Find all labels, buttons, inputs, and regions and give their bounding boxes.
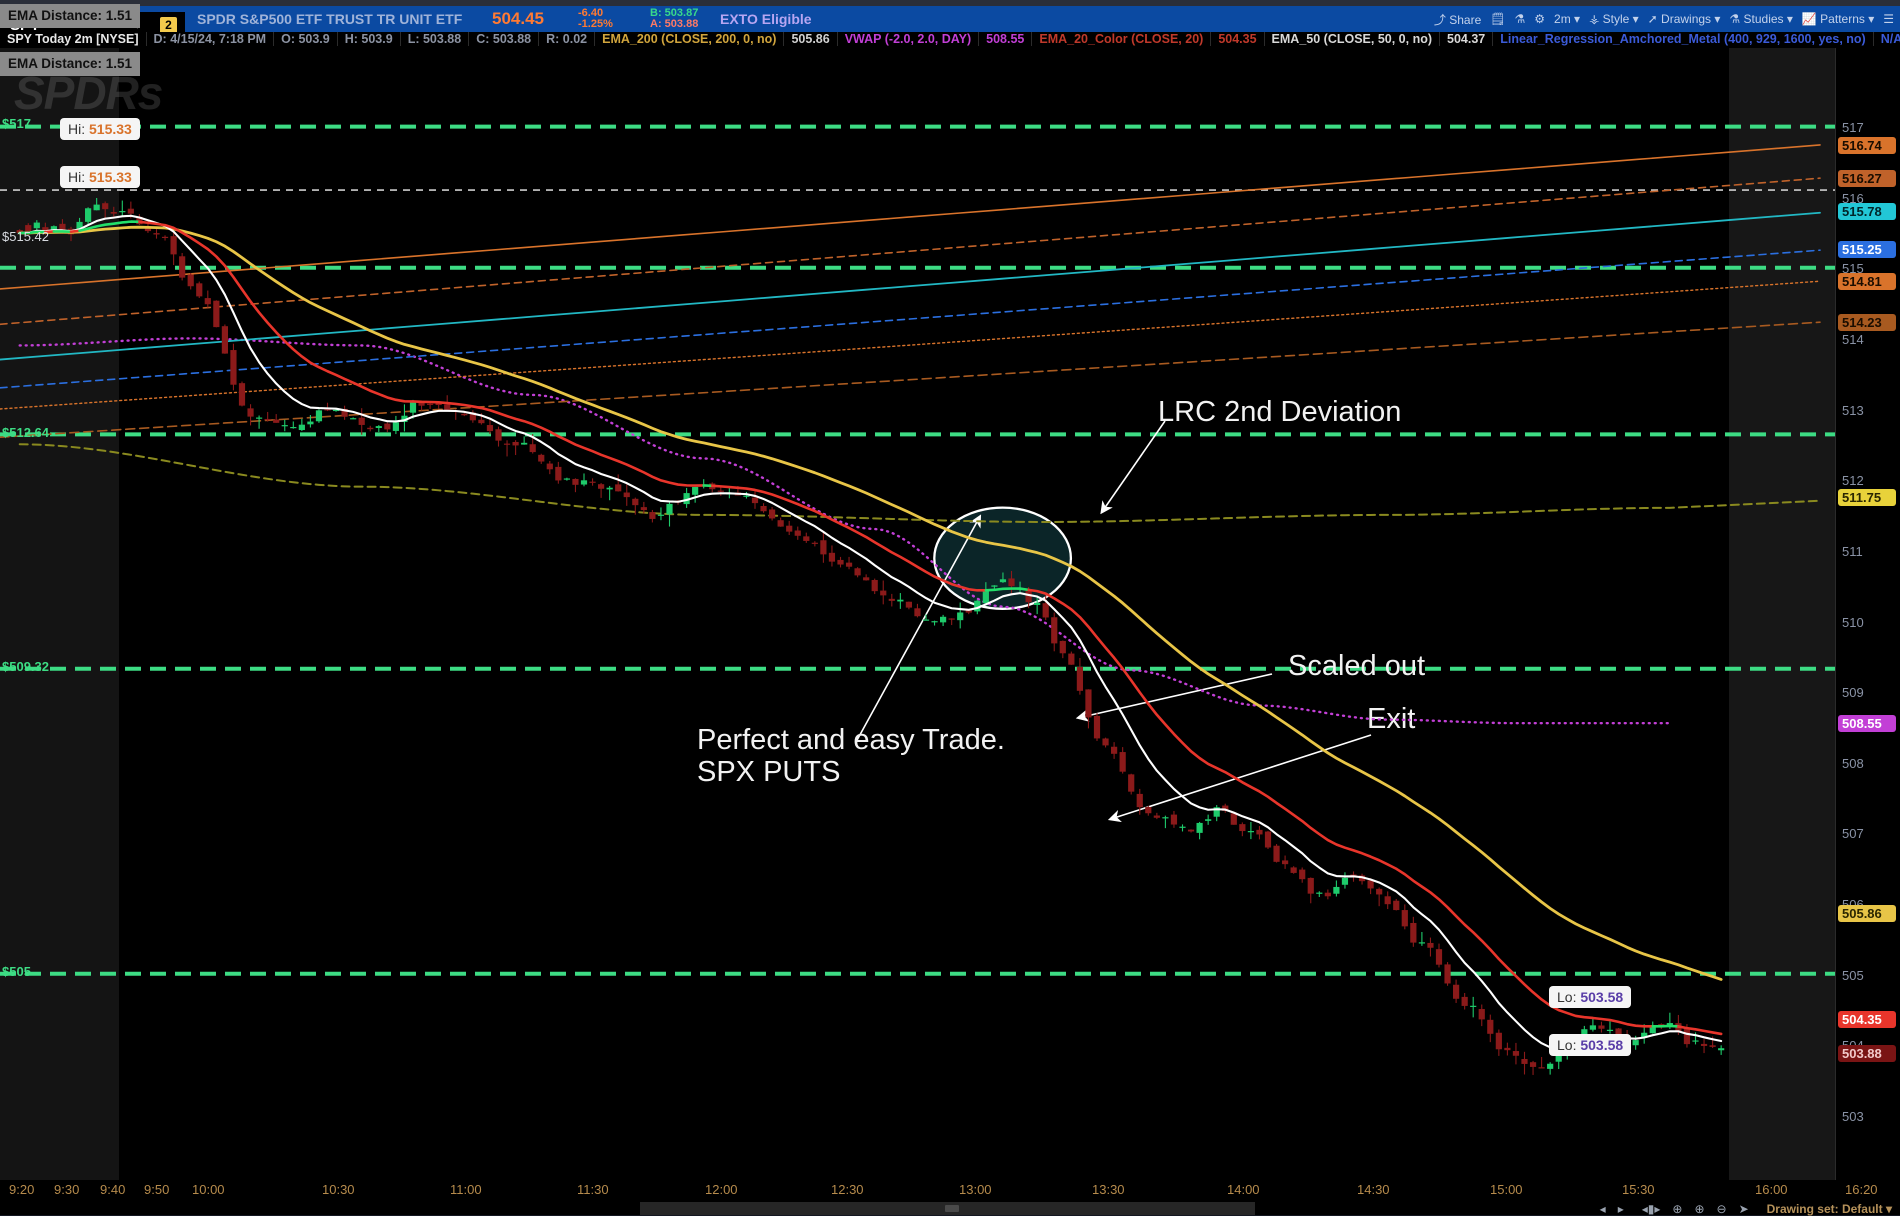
svg-text:Scaled out: Scaled out: [1288, 650, 1425, 682]
svg-text:SPX PUTS: SPX PUTS: [697, 756, 840, 788]
svg-text:LRC 2nd Deviation: LRC 2nd Deviation: [1158, 396, 1401, 428]
svg-text:Perfect and easy Trade.: Perfect and easy Trade.: [697, 724, 1005, 756]
